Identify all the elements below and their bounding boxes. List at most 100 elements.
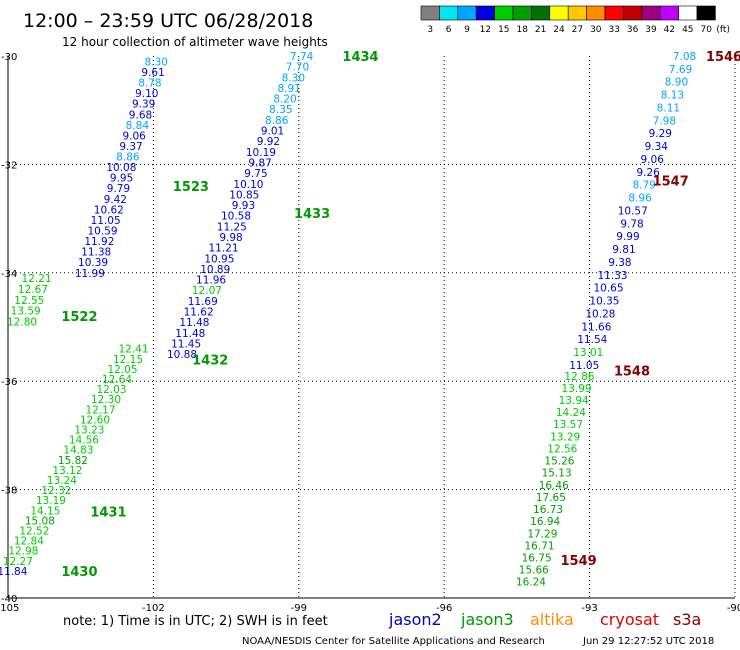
mission-legend: jason2 jason3 altika cryosat s3a [388, 610, 701, 629]
colorbar-tick-label: 33 [608, 25, 619, 35]
swh-value-label: 14.56 [69, 435, 99, 447]
swh-value-label: 12.05 [107, 364, 137, 376]
mission-legend-jason3: jason3 [460, 610, 514, 629]
swh-value-label: 10.65 [593, 283, 623, 295]
colorbar-swatch [604, 5, 624, 21]
swh-value-label: 12.60 [80, 414, 110, 426]
pass-number-label: 1433 [294, 207, 330, 222]
swh-value-label: 11.33 [598, 270, 628, 282]
swh-value-label: 10.62 [94, 204, 124, 216]
swh-value-label: 14.83 [63, 445, 93, 457]
swh-value-label: 9.26 [636, 167, 660, 179]
swh-value-label: 9.92 [257, 136, 280, 148]
swh-value-label: 13.01 [573, 347, 603, 359]
swh-value-label: 16.73 [533, 504, 563, 516]
pass-number-label: 1434 [342, 50, 378, 65]
swh-value-label: 13.57 [553, 419, 583, 431]
colorbar-swatch [420, 5, 440, 21]
colorbar-swatch [549, 5, 569, 21]
colorbar-unit-label: (ft) [716, 25, 730, 35]
colorbar-swatch [623, 5, 643, 21]
swh-value-label: 7.08 [673, 51, 696, 63]
y-tick-label: -32 [1, 160, 17, 171]
swh-value-label: 12.32 [41, 485, 71, 497]
swh-value-label: 9.68 [129, 109, 152, 121]
swh-value-label: 8.79 [632, 180, 655, 192]
swh-value-label: 10.85 [229, 189, 259, 201]
swh-value-label: 13.94 [559, 395, 589, 407]
swh-value-label: 12.15 [113, 354, 143, 366]
colorbar-tick-label: 21 [535, 25, 546, 35]
swh-value-label: 16.75 [522, 553, 552, 565]
colorbar-tick-label: 70 [700, 25, 712, 35]
x-tick-label: -90 [727, 603, 740, 614]
swh-value-label: 9.29 [649, 128, 672, 140]
pass-number-label: 1546 [706, 50, 740, 65]
swh-value-label: 15.08 [25, 515, 55, 527]
swh-value-label: 12.30 [91, 394, 121, 406]
swh-value-label: 10.59 [87, 226, 117, 238]
swh-value-label: 9.06 [641, 154, 665, 166]
colorbar-swatch [512, 5, 532, 21]
swh-value-label: 12.64 [102, 374, 132, 386]
swh-value-label: 10.88 [167, 349, 197, 361]
colorbar-swatch [696, 5, 716, 21]
colorbar-swatch [531, 5, 551, 21]
swh-value-label: 11.69 [188, 296, 218, 308]
colorbar-tick-label: 18 [516, 25, 528, 35]
swh-value-label: 9.78 [620, 218, 643, 230]
swh-value-label: 11.99 [75, 268, 105, 280]
colorbar-tick-label: 24 [553, 25, 565, 35]
colorbar-swatch [494, 5, 514, 21]
swh-value-label: 11.54 [577, 334, 607, 346]
swh-value-label: 10.19 [246, 147, 276, 159]
swh-observations: 8.309.618.789.109.399.688.849.069.378.86… [0, 51, 696, 589]
swh-colorbar-legend: 3 6 9 12 15 18 21 24 27 30 33 36 39 42 45 70 (ft) [420, 5, 730, 35]
swh-value-label: 13.99 [562, 383, 592, 395]
swh-value-label: 8.84 [126, 120, 150, 132]
swh-value-label: 12.21 [22, 273, 52, 285]
swh-value-label: 10.95 [204, 253, 234, 265]
colorbar-tick-label: 30 [590, 25, 602, 35]
swh-value-label: 9.39 [132, 99, 155, 111]
plot-axes: -105 -102 -99 -96 -93 -90 -30 -32 -34 -36 -38 -40 [0, 52, 740, 614]
swh-value-label: 10.28 [585, 308, 615, 320]
x-tick-label: -96 [436, 603, 452, 614]
credit-line: NOAA/NESDIS Center for Satellite Applica… [242, 636, 545, 647]
swh-value-label: 12.55 [14, 295, 44, 307]
swh-value-label: 9.95 [110, 173, 133, 185]
swh-value-label: 13.19 [36, 495, 66, 507]
swh-value-label: 12.84 [14, 536, 44, 548]
swh-value-label: 12.03 [96, 384, 126, 396]
swh-value-label: 9.10 [135, 88, 158, 100]
swh-value-label: 8.78 [138, 78, 161, 90]
swh-value-label: 10.35 [589, 296, 619, 308]
swh-value-label: 7.74 [290, 51, 314, 63]
mission-legend-jason2: jason2 [388, 610, 442, 629]
swh-value-label: 9.38 [608, 257, 631, 269]
x-tick-label: -102 [142, 603, 165, 614]
swh-value-label: 8.35 [269, 104, 292, 116]
y-tick-label: -30 [1, 52, 17, 63]
pass-number-label: 1430 [61, 565, 97, 580]
pass-number-label: 1523 [173, 180, 209, 195]
swh-value-label: 9.98 [219, 232, 242, 244]
swh-value-label: 10.39 [78, 257, 108, 269]
colorbar-tick-label: 12 [480, 25, 491, 35]
swh-value-label: 15.82 [58, 455, 88, 467]
units-note: note: 1) Time is in UTC; 2) SWH is in fe… [63, 614, 328, 629]
x-tick-label: -99 [291, 603, 307, 614]
y-tick-label: -40 [1, 594, 17, 605]
pass-number-label: 1549 [561, 554, 597, 569]
y-tick-label: -36 [1, 377, 17, 388]
swh-value-label: 17.29 [527, 528, 557, 540]
swh-value-label: 9.79 [107, 183, 130, 195]
swh-value-label: 16.46 [539, 480, 569, 492]
swh-value-label: 10.57 [618, 205, 648, 217]
swh-value-label: 11.05 [91, 215, 121, 227]
swh-value-label: 12.52 [19, 525, 49, 537]
swh-value-label: 9.75 [244, 168, 267, 180]
mission-legend-cryosat: cryosat [600, 610, 659, 629]
swh-value-label: 12.27 [3, 556, 33, 568]
